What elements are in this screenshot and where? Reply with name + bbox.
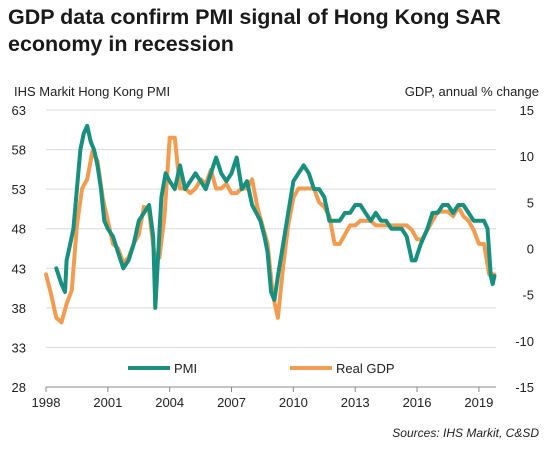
right-tick-label: 0 bbox=[527, 242, 534, 257]
x-tick-label: 2013 bbox=[341, 395, 370, 410]
right-tick-label: 15 bbox=[520, 103, 534, 118]
chart-title: GDP data confirm PMI signal of Hong Kong… bbox=[8, 5, 501, 56]
x-tick-label: 2007 bbox=[217, 395, 246, 410]
pmi-series-line bbox=[54, 123, 497, 310]
right-tick-label: -5 bbox=[522, 288, 534, 303]
left-tick-label: 28 bbox=[12, 380, 26, 395]
pmi-legend-label: PMI bbox=[174, 361, 197, 376]
left-tick-label: 33 bbox=[12, 340, 26, 355]
x-tick-label: 1998 bbox=[32, 395, 61, 410]
left-tick-label: 43 bbox=[12, 261, 26, 276]
left-axis-title: IHS Markit Hong Kong PMI bbox=[14, 84, 171, 99]
left-axis-ticks: 28 33 38 43 48 53 58 63 bbox=[12, 103, 26, 395]
series-lines bbox=[44, 123, 497, 325]
right-tick-label: -15 bbox=[515, 380, 534, 395]
left-tick-label: 63 bbox=[12, 103, 26, 118]
right-axis-ticks: -15 -10 -5 0 5 10 15 bbox=[515, 103, 534, 395]
x-tick-label: 2001 bbox=[93, 395, 122, 410]
gridlines bbox=[46, 109, 496, 348]
legend: PMI Real GDP bbox=[128, 361, 395, 376]
right-tick-label: 10 bbox=[520, 149, 534, 164]
right-axis-title: GDP, annual % change bbox=[404, 84, 539, 99]
left-tick-label: 38 bbox=[12, 301, 26, 316]
gdp-legend-label: Real GDP bbox=[336, 361, 395, 376]
x-tick-label: 2016 bbox=[403, 395, 432, 410]
right-tick-label: -10 bbox=[515, 334, 534, 349]
x-tick-label: 2010 bbox=[279, 395, 308, 410]
source-note: Sources: IHS Markit, C&SD bbox=[392, 426, 539, 440]
left-tick-label: 48 bbox=[12, 222, 26, 237]
right-tick-label: 5 bbox=[527, 195, 534, 210]
left-tick-label: 53 bbox=[12, 182, 26, 197]
axes bbox=[45, 386, 496, 392]
x-tick-label: 2019 bbox=[464, 395, 493, 410]
x-axis-ticks: 1998 2001 2004 2007 2010 2013 2016 2019 bbox=[32, 395, 494, 410]
x-tick-label: 2004 bbox=[155, 395, 184, 410]
left-tick-label: 58 bbox=[12, 143, 26, 158]
